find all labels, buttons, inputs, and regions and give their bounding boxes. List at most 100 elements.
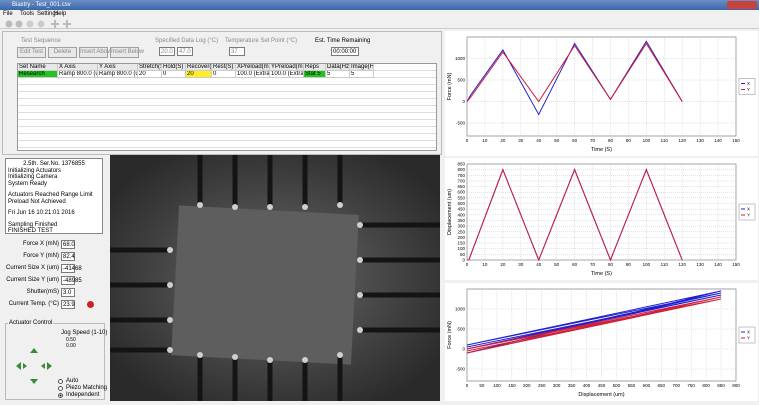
readouts: Force X (mN) 68.0 Force Y (mN) 82.4 Current …	[5, 240, 105, 320]
table-header: Image(Hz)	[350, 64, 374, 71]
table-cell: 0	[212, 71, 236, 78]
y-tick-label: 600	[457, 190, 465, 195]
table-header: Hold(S)	[162, 64, 186, 71]
x-tick-label: 130	[696, 138, 704, 143]
close-button[interactable]	[727, 1, 757, 9]
jog-label: Jog Speed (1-10)	[61, 330, 108, 336]
x-tick-label: 90	[626, 262, 632, 267]
table-cell: Ramp 800.0 (um)	[98, 71, 138, 78]
table-cell: 5	[326, 71, 350, 78]
sequence-button[interactable]: Insert Above	[79, 47, 113, 58]
table-cell: Ramp 800.0 (um)	[58, 71, 98, 78]
x-tick-label: 80	[608, 138, 614, 143]
y-tick-label: 0	[462, 347, 465, 352]
x-tick-label: 800	[702, 383, 710, 388]
y-tick-label: 200	[457, 235, 465, 240]
y-tick-label: 0	[462, 99, 465, 104]
table-header: Data(Hz)	[326, 64, 350, 71]
mode-radio[interactable]	[58, 386, 63, 391]
x-tick-label: 40	[536, 138, 542, 143]
y-tick-label: -500	[456, 367, 466, 372]
temp-value: 37	[229, 47, 245, 56]
legend-box	[738, 203, 756, 221]
mode-label: Auto	[66, 378, 79, 384]
table-cell: 100.0 (Extra)	[270, 71, 304, 78]
force-time-chart: 0 10 20 30 40 50 60 70 80 90 100 110 120 130 140 150 -50…	[445, 31, 758, 156]
mode-radio[interactable]	[58, 379, 63, 384]
x-tick-label: 10	[482, 138, 488, 143]
legend-box	[738, 326, 756, 344]
y-tick-label: 800	[457, 167, 465, 172]
x-tick-label: 90	[626, 138, 632, 143]
x-tick-label: 20	[500, 262, 506, 267]
y-tick-label: 450	[457, 207, 465, 212]
table-cell: Stat 5	[304, 71, 326, 78]
y-tick-label: 300	[457, 224, 465, 229]
log-line: Fri Jun 16 10:21:01 2016	[8, 210, 75, 216]
menu-item[interactable]: Settings	[37, 11, 59, 17]
title-bar: Biaxtry - Test_001.csv	[0, 0, 759, 10]
menu-item[interactable]: File	[3, 11, 13, 17]
x-tick-label: 300	[553, 383, 561, 388]
sequence-button[interactable]: Insert Below	[110, 47, 144, 58]
status-light	[87, 301, 94, 308]
x-tick-label: 750	[687, 383, 695, 388]
log-value: 20.0	[159, 47, 175, 56]
x-tick-label: 200	[523, 383, 531, 388]
plot-area	[466, 163, 737, 261]
x-tick-label: 50	[479, 383, 485, 388]
displacement-time-chart: 0 10 20 30 40 50 60 70 80 90 100 110 120 130 140 150050…	[445, 158, 758, 280]
jog-value: 0.50	[66, 337, 76, 343]
y-tick-label: 1000	[455, 307, 466, 312]
x-tick-label: 100	[643, 262, 651, 267]
x-tick-label: 140	[714, 138, 722, 143]
x-tick-label: 350	[568, 383, 576, 388]
x-tick-label: 30	[518, 262, 524, 267]
table-header: Recover(S)	[186, 64, 212, 71]
x-tick-label: 40	[536, 262, 542, 267]
x-tick-label: 70	[590, 138, 596, 143]
x-tick-label: 850	[717, 383, 725, 388]
log-line: Initializing Camera	[8, 174, 58, 180]
readout-label: Shutter(mS)	[26, 289, 59, 295]
menu-bar: File Tools Settings Help	[0, 10, 759, 19]
log-line: FINISHED TEST	[8, 228, 53, 234]
x-tick-label: 130	[696, 262, 704, 267]
log-value: 47.0	[177, 47, 193, 56]
y-tick-label: 850	[457, 162, 465, 167]
table-cell: 5	[350, 71, 374, 78]
table-cell: 0	[162, 71, 186, 78]
time-value: 00:00:00	[331, 47, 359, 56]
force-displacement-chart: 0 50 100 150 200 250 300 350 400 450 500 550 600 650 7…	[445, 283, 758, 401]
y-tick-label: 0	[462, 258, 465, 263]
log-line: System Ready	[8, 180, 48, 187]
sequence-button[interactable]: Delete	[48, 47, 77, 58]
x-tick-label: 20	[500, 138, 506, 143]
menu-item[interactable]: Tools	[20, 11, 35, 17]
section-label: Test Sequence	[21, 38, 61, 44]
menu-item[interactable]: Help	[54, 11, 67, 17]
readout-value: 68.0	[61, 240, 75, 249]
log-line: Initializing Actuators	[8, 167, 62, 174]
legend-box	[738, 78, 756, 95]
log-line: Actuators Reached Range Limit	[8, 192, 93, 198]
sequence-button[interactable]: Edit Test	[17, 47, 46, 58]
x-tick-label: 100	[493, 383, 501, 388]
x-tick-label: 50	[554, 262, 560, 267]
x-tick-label: 110	[661, 262, 669, 267]
x-tick-label: 0	[466, 383, 469, 388]
mode-radio[interactable]	[58, 393, 63, 398]
x-tick-label: 140	[714, 262, 722, 267]
y-axis-label: Force (mN)	[447, 72, 453, 100]
temp-label: Temperature Set Point (°C)	[225, 38, 298, 44]
legend-label: X	[747, 330, 750, 335]
readout-label: Current Size Y (um)	[6, 277, 59, 283]
sequence-panel: Test Sequence Edit Test Delete Insert Above…	[2, 31, 442, 155]
y-tick-label: 150	[457, 241, 465, 246]
arrows[interactable]	[14, 346, 54, 386]
log-line: Preload Not Achieved	[8, 198, 66, 205]
x-tick-label: 10	[482, 262, 488, 267]
x-tick-label: 50	[554, 138, 560, 143]
y-tick-label: 750	[457, 173, 465, 178]
